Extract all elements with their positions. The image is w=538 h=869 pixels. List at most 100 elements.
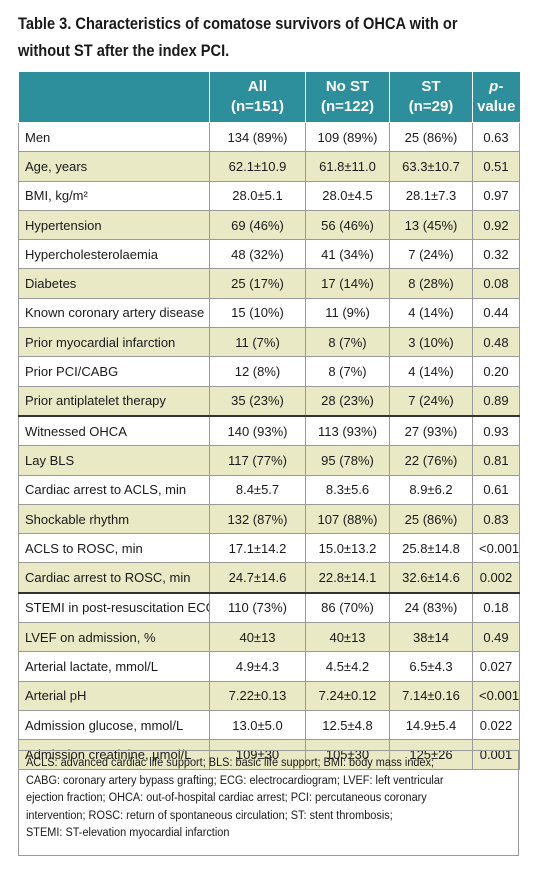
footnote-text: ACLS: advanced cardiac life support; BLS…	[26, 755, 511, 843]
table-row: Shockable rhythm 132 (87%) 107 (88%) 25 (86…	[18, 503, 520, 535]
header-no-st-count: (n=122)	[321, 98, 374, 115]
row-label: Arterial pH	[18, 680, 210, 711]
row-label: BMI, kg/m²	[18, 180, 210, 211]
cell-st: 4 (14%)	[389, 356, 473, 387]
cell-st: 3 (10%)	[389, 327, 473, 358]
table-row: Admission creatinine, µmol/L 109±30 105±30…	[18, 739, 520, 770]
row-label: Prior antiplatelet therapy	[18, 385, 210, 417]
cell-st: 27 (93%)	[389, 414, 473, 447]
cell-no-st: 61.8±11.0	[305, 151, 390, 182]
cell-st: 7 (24%)	[389, 385, 473, 417]
cell-st: 63.3±10.7	[389, 151, 473, 182]
cell-no-st: 40±13	[305, 622, 390, 653]
cell-p-value: 0.48	[472, 327, 520, 358]
row-label: ACLS to ROSC, min	[18, 533, 210, 564]
cell-st: 4 (14%)	[389, 297, 473, 329]
cell-st: 25 (86%)	[389, 121, 473, 153]
cell-p-value: <0.001	[472, 680, 520, 711]
footnote-line: CABG: coronary artery bypass grafting; E…	[26, 774, 444, 787]
cell-all: 25 (17%)	[209, 268, 306, 299]
table-title-line-2: without ST after the index PCI.	[18, 41, 230, 60]
row-label: Age, years	[18, 151, 210, 182]
row-label: Prior myocardial infarction	[18, 327, 210, 358]
cell-no-st: 22.8±14.1	[305, 562, 390, 594]
header-st-label: ST	[421, 78, 441, 95]
cell-p-value: 0.49	[472, 622, 520, 653]
cell-no-st: 109 (89%)	[305, 121, 390, 153]
cell-p-value: 0.63	[472, 121, 520, 153]
cell-st: 8 (28%)	[389, 268, 473, 299]
cell-all: 24.7±14.6	[209, 562, 306, 594]
row-label: Men	[18, 121, 210, 153]
row-label: Shockable rhythm	[18, 503, 210, 535]
cell-p-value: 0.022	[472, 709, 520, 741]
cell-st: 6.5±4.3	[389, 651, 473, 682]
cell-all: 48 (32%)	[209, 239, 306, 270]
cell-p-value: 0.51	[472, 151, 520, 182]
cell-p-value: 0.97	[472, 180, 520, 211]
row-label: STEMI in post-resuscitation ECG	[18, 591, 210, 624]
header-all-label: All	[247, 78, 268, 95]
cell-all: 140 (93%)	[209, 414, 306, 447]
cell-no-st: 12.5±4.8	[305, 709, 390, 741]
table-row: Arterial pH 7.22±0.13 7.24±0.12 7.14±0.16 <0…	[18, 680, 520, 711]
cell-all: 134 (89%)	[209, 121, 306, 153]
cell-no-st: 7.24±0.12	[305, 680, 390, 711]
cell-p-value: 0.93	[472, 414, 520, 447]
cell-all: 4.9±4.3	[209, 651, 306, 682]
header-st: ST (n=29)	[389, 72, 473, 123]
cell-no-st: 113 (93%)	[305, 414, 390, 447]
cell-no-st: 8.3±5.6	[305, 474, 390, 505]
cell-no-st: 8 (7%)	[305, 327, 390, 358]
cell-st: 8.9±6.2	[389, 474, 473, 505]
cell-all: 7.22±0.13	[209, 680, 306, 711]
characteristics-table: All (n=151) No ST (n=122) ST (n=29) p-va…	[18, 72, 520, 770]
table-row: Lay BLS 117 (77%) 95 (78%) 22 (76%) 0.81	[18, 445, 520, 476]
table-row: Cardiac arrest to ROSC, min 24.7±14.6 22.8…	[18, 562, 520, 594]
row-label: Admission glucose, mmol/L	[18, 709, 210, 741]
cell-p-value: 0.002	[472, 562, 520, 594]
cell-p-value: 0.81	[472, 445, 520, 476]
footnote-line: STEMI: ST-elevation myocardial infarctio…	[26, 827, 230, 839]
table-row: STEMI in post-resuscitation ECG 110 (73%)…	[18, 591, 520, 624]
cell-p-value: 0.18	[472, 591, 520, 624]
cell-st: 24 (83%)	[389, 591, 473, 624]
cell-st: 38±14	[389, 622, 473, 653]
cell-no-st: 41 (34%)	[305, 239, 390, 270]
cell-all: 11 (7%)	[209, 327, 306, 358]
table-row: Hypercholesterolaemia 48 (32%) 41 (34%) 7 (…	[18, 239, 520, 270]
cell-no-st: 8 (7%)	[305, 356, 390, 387]
header-p-italic: p	[489, 78, 499, 95]
table-title: Table 3. Characteristics of comatose sur…	[18, 10, 458, 64]
row-label: Witnessed OHCA	[18, 414, 210, 447]
footnote-line: intervention; ROSC: return of spontaneou…	[26, 809, 393, 822]
cell-no-st: 56 (46%)	[305, 209, 390, 241]
header-no-st-label: No ST	[325, 78, 370, 95]
cell-no-st: 86 (70%)	[305, 591, 390, 624]
cell-all: 17.1±14.2	[209, 533, 306, 564]
header-p-suffix: -value	[477, 78, 516, 115]
table-row: Cardiac arrest to ACLS, min 8.4±5.7 8.3±5.…	[18, 474, 520, 505]
table-row: Witnessed OHCA 140 (93%) 113 (93%) 27 (93%)…	[18, 414, 520, 447]
cell-p-value: <0.001	[472, 533, 520, 564]
row-label: Cardiac arrest to ACLS, min	[18, 474, 210, 505]
table-row: Admission glucose, mmol/L 13.0±5.0 12.5±4.…	[18, 709, 520, 741]
table-header: All (n=151) No ST (n=122) ST (n=29) p-va…	[18, 72, 520, 123]
row-label: LVEF on admission, %	[18, 622, 210, 653]
cell-all: 62.1±10.9	[209, 151, 306, 182]
cell-all: 117 (77%)	[209, 445, 306, 476]
header-row: All (n=151) No ST (n=122) ST (n=29) p-va…	[18, 72, 520, 123]
cell-st: 32.6±14.6	[389, 562, 473, 594]
cell-st: 14.9±5.4	[389, 709, 473, 741]
row-label: Diabetes	[18, 268, 210, 299]
row-label: Known coronary artery disease	[18, 297, 210, 329]
cell-all: 69 (46%)	[209, 209, 306, 241]
cell-st: 7 (24%)	[389, 239, 473, 270]
cell-st: 25 (86%)	[389, 503, 473, 535]
cell-st: 22 (76%)	[389, 445, 473, 476]
cell-all: 40±13	[209, 622, 306, 653]
table-row: Prior antiplatelet therapy 35 (23%) 28 (23…	[18, 385, 520, 417]
table-row: Known coronary artery disease 15 (10%) 11 …	[18, 297, 520, 329]
table-row: Men 134 (89%) 109 (89%) 25 (86%) 0.63	[18, 121, 520, 153]
footnote-line: ejection fraction; OHCA: out-of-hospital…	[26, 792, 427, 804]
